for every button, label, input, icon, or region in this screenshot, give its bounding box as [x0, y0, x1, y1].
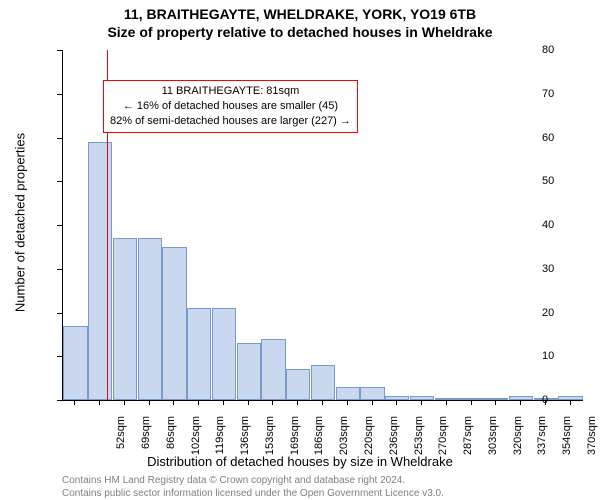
histogram-bar	[336, 387, 360, 400]
chart-title-line2: Size of property relative to detached ho…	[0, 24, 600, 40]
histogram-bar	[187, 308, 211, 400]
annotation-box: 11 BRAITHEGAYTE: 81sqm← 16% of detached …	[103, 80, 358, 133]
xtick-label: 102sqm	[190, 416, 202, 466]
ytick-mark	[57, 400, 62, 401]
xtick-mark	[223, 400, 224, 405]
ytick-label: 30	[542, 263, 596, 275]
xtick-label: 370sqm	[586, 416, 598, 466]
xtick-label: 253sqm	[413, 416, 425, 466]
xtick-label: 52sqm	[115, 416, 127, 466]
histogram-bar	[113, 238, 137, 400]
xtick-label: 320sqm	[512, 416, 524, 466]
ytick-label: 80	[542, 44, 596, 56]
xtick-mark	[446, 400, 447, 405]
xtick-mark	[74, 400, 75, 405]
plot-area: 11 BRAITHEGAYTE: 81sqm← 16% of detached …	[62, 50, 583, 401]
ytick-label: 50	[542, 175, 596, 187]
histogram-bar	[360, 387, 384, 400]
histogram-bar	[237, 343, 261, 400]
histogram-bar	[261, 339, 285, 400]
histogram-bar	[311, 365, 335, 400]
ytick-mark	[57, 313, 62, 314]
xtick-mark	[322, 400, 323, 405]
histogram-bar	[459, 398, 483, 400]
histogram-bar	[212, 308, 236, 400]
ytick-mark	[57, 138, 62, 139]
y-axis-label: Number of detached properties	[13, 123, 28, 323]
ytick-label: 60	[542, 132, 596, 144]
footer-attribution: Contains HM Land Registry data © Crown c…	[62, 474, 444, 500]
xtick-mark	[124, 400, 125, 405]
xtick-mark	[471, 400, 472, 405]
xtick-mark	[297, 400, 298, 405]
xtick-mark	[347, 400, 348, 405]
xtick-mark	[198, 400, 199, 405]
footer-line2: Contains public sector information licen…	[62, 487, 444, 500]
xtick-mark	[570, 400, 571, 405]
footer-line1: Contains HM Land Registry data © Crown c…	[62, 474, 444, 487]
ytick-label: 40	[542, 219, 596, 231]
xtick-label: 69sqm	[140, 416, 152, 466]
xtick-mark	[272, 400, 273, 405]
xtick-label: 287sqm	[462, 416, 474, 466]
xtick-label: 303sqm	[487, 416, 499, 466]
ytick-label: 70	[542, 88, 596, 100]
ytick-mark	[57, 269, 62, 270]
ytick-label: 10	[542, 350, 596, 362]
ytick-mark	[57, 225, 62, 226]
ytick-label: 20	[542, 307, 596, 319]
xtick-label: 203sqm	[338, 416, 350, 466]
histogram-bar	[88, 142, 112, 400]
xtick-label: 86sqm	[165, 416, 177, 466]
xtick-mark	[396, 400, 397, 405]
xtick-mark	[495, 400, 496, 405]
xtick-label: 186sqm	[313, 416, 325, 466]
xtick-mark	[149, 400, 150, 405]
xtick-label: 337sqm	[536, 416, 548, 466]
xtick-label: 169sqm	[289, 416, 301, 466]
xtick-label: 270sqm	[437, 416, 449, 466]
histogram-bar	[63, 326, 87, 400]
annotation-line: 11 BRAITHEGAYTE: 81sqm	[110, 84, 351, 99]
xtick-label: 354sqm	[561, 416, 573, 466]
xtick-mark	[248, 400, 249, 405]
xtick-label: 136sqm	[239, 416, 251, 466]
ytick-mark	[57, 356, 62, 357]
ytick-mark	[57, 181, 62, 182]
xtick-mark	[99, 400, 100, 405]
histogram-bar	[162, 247, 186, 400]
ytick-mark	[57, 94, 62, 95]
ytick-mark	[57, 50, 62, 51]
xtick-mark	[421, 400, 422, 405]
xtick-label: 119sqm	[214, 416, 226, 466]
xtick-mark	[173, 400, 174, 405]
xtick-label: 220sqm	[363, 416, 375, 466]
xtick-mark	[520, 400, 521, 405]
chart-title-line1: 11, BRAITHEGAYTE, WHELDRAKE, YORK, YO19 …	[0, 6, 600, 22]
annotation-line: 82% of semi-detached houses are larger (…	[110, 114, 351, 129]
xtick-mark	[372, 400, 373, 405]
xtick-label: 236sqm	[388, 416, 400, 466]
annotation-line: ← 16% of detached houses are smaller (45…	[110, 99, 351, 114]
xtick-label: 153sqm	[264, 416, 276, 466]
histogram-bar	[435, 398, 459, 400]
histogram-bar	[286, 369, 310, 400]
xtick-mark	[545, 400, 546, 405]
histogram-bar	[138, 238, 162, 400]
